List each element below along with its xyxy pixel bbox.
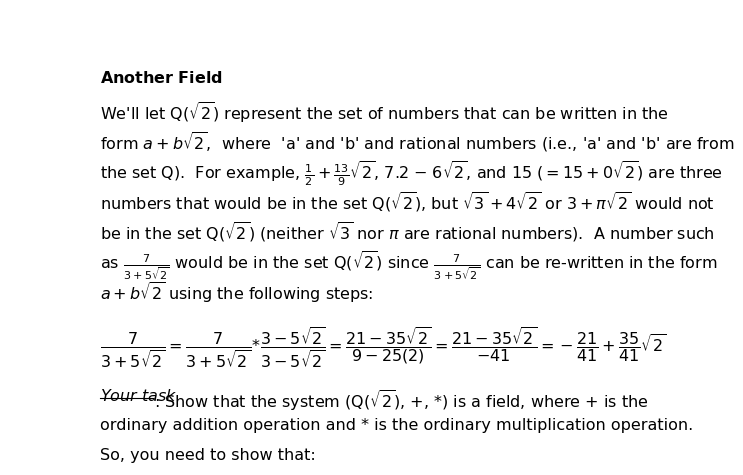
Text: ordinary addition operation and * is the ordinary multiplication operation.: ordinary addition operation and * is the…	[100, 418, 693, 433]
Text: $a + b\sqrt{2}$ using the following steps:: $a + b\sqrt{2}$ using the following step…	[100, 280, 373, 304]
Text: be in the set Q($\sqrt{2}$) (neither $\sqrt{3}$ nor $\pi$ are rational numbers).: be in the set Q($\sqrt{2}$) (neither $\s…	[100, 220, 715, 244]
Text: : Show that the system (Q($\sqrt{2}$), +, *) is a field, where + is the: : Show that the system (Q($\sqrt{2}$), +…	[154, 388, 649, 413]
Text: the set Q).  For example, $\frac{1}{2}+\frac{13}{9}\sqrt{2}$, 7.2 $-$ 6$\sqrt{2}: the set Q). For example, $\frac{1}{2}+\f…	[100, 160, 723, 188]
Text: form $a + b\sqrt{2}$,  where  'a' and 'b' and rational numbers (i.e., 'a' and 'b: form $a + b\sqrt{2}$, where 'a' and 'b' …	[100, 130, 734, 154]
Text: $\dfrac{7}{3+5\sqrt{2}} = \dfrac{7}{3+5\sqrt{2}}\!*\!\dfrac{3-5\sqrt{2}}{3-5\sqr: $\dfrac{7}{3+5\sqrt{2}} = \dfrac{7}{3+5\…	[100, 325, 666, 370]
Text: $\bf{Another\ Field}$: $\bf{Another\ Field}$	[100, 70, 222, 86]
Text: We'll let Q($\sqrt{2}$) represent the set of numbers that can be written in the: We'll let Q($\sqrt{2}$) represent the se…	[100, 100, 669, 125]
Text: numbers that would be in the set Q($\sqrt{2}$), but $\sqrt{3}+4\sqrt{2}$ or $3+\: numbers that would be in the set Q($\sqr…	[100, 190, 715, 214]
Text: $\it{Your\ task}$: $\it{Your\ task}$	[100, 388, 178, 404]
Text: So, you need to show that:: So, you need to show that:	[100, 448, 316, 463]
Text: as $\frac{7}{3+5\sqrt{2}}$ would be in the set Q($\sqrt{2}$) since $\frac{7}{3+5: as $\frac{7}{3+5\sqrt{2}}$ would be in t…	[100, 250, 717, 282]
